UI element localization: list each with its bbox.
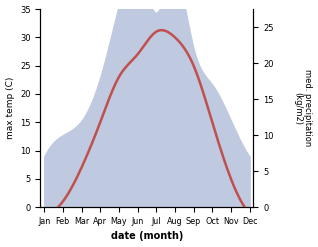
Y-axis label: med. precipitation
(kg/m2): med. precipitation (kg/m2) [293,69,313,147]
Y-axis label: max temp (C): max temp (C) [5,77,15,139]
X-axis label: date (month): date (month) [111,231,183,242]
